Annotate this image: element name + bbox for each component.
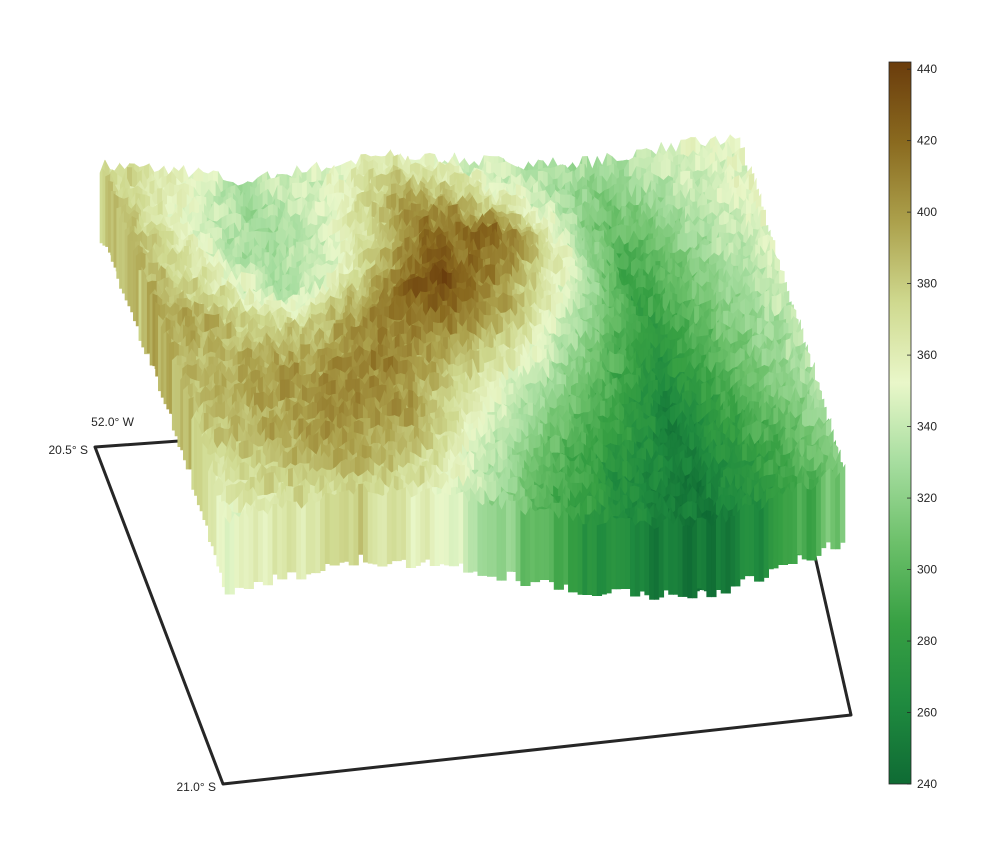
terrain-surface: [99, 133, 846, 600]
